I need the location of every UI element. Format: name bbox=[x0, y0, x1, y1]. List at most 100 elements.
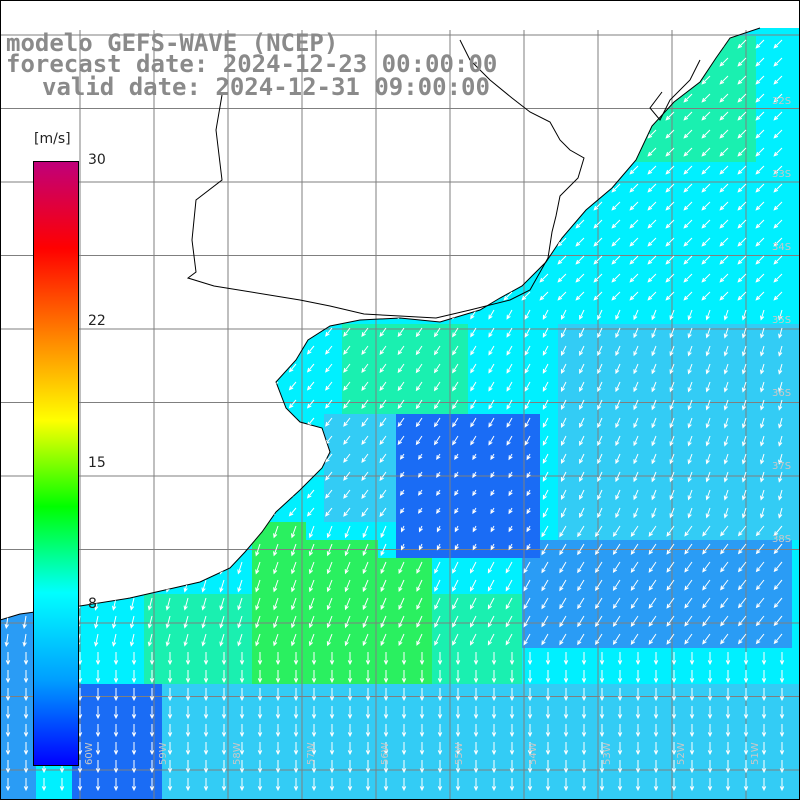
wind-arrow bbox=[523, 579, 531, 592]
wind-arrow bbox=[89, 507, 99, 516]
wind-arrow bbox=[179, 111, 189, 121]
wind-arrow bbox=[615, 363, 621, 375]
wind-arrow bbox=[347, 724, 353, 738]
wind-arrow bbox=[702, 633, 711, 645]
wind-arrow bbox=[491, 760, 497, 774]
wind-arrow bbox=[233, 111, 243, 121]
wind-arrow bbox=[288, 381, 297, 391]
wind-arrow bbox=[737, 93, 747, 103]
wind-arrow bbox=[288, 453, 297, 463]
wind-arrow bbox=[107, 309, 117, 318]
wind-arrow bbox=[581, 706, 587, 720]
wind-arrow bbox=[635, 742, 641, 756]
wind-arrow bbox=[669, 327, 675, 339]
wind-arrow bbox=[737, 165, 747, 175]
wind-arrow bbox=[257, 778, 263, 792]
wind-arrow bbox=[203, 670, 209, 684]
wind-arrow bbox=[629, 291, 639, 301]
wind-arrow bbox=[165, 633, 171, 647]
wind-arrow bbox=[401, 706, 407, 720]
wind-arrow bbox=[131, 652, 137, 666]
wind-arrow bbox=[180, 381, 189, 390]
wind-arrow bbox=[434, 615, 441, 628]
wind-arrow bbox=[684, 543, 693, 555]
wind-arrow bbox=[671, 724, 677, 738]
wind-arrow bbox=[234, 309, 243, 319]
wind-arrow bbox=[449, 237, 459, 247]
wind-arrow bbox=[107, 471, 117, 480]
wind-arrow bbox=[755, 561, 765, 573]
wind-arrow bbox=[737, 219, 747, 229]
wind-arrow bbox=[671, 706, 677, 720]
wind-arrow bbox=[221, 652, 227, 666]
wind-arrow bbox=[503, 237, 513, 247]
wind-arrow bbox=[597, 363, 603, 375]
wind-arrow bbox=[359, 255, 369, 265]
wind-arrow bbox=[705, 309, 711, 321]
wind-arrow bbox=[23, 706, 29, 720]
wind-arrow bbox=[773, 75, 783, 85]
wind-arrow bbox=[131, 760, 137, 774]
wind-arrow bbox=[611, 129, 621, 139]
wind-arrow bbox=[743, 670, 749, 684]
wind-arrow bbox=[671, 742, 677, 756]
wind-arrow bbox=[560, 435, 567, 446]
wind-arrow bbox=[198, 363, 207, 372]
wind-arrow bbox=[449, 291, 459, 301]
wind-arrow bbox=[467, 237, 477, 247]
wind-arrow bbox=[648, 579, 657, 591]
wind-arrow bbox=[615, 417, 621, 429]
wind-arrow bbox=[647, 183, 657, 193]
wind-arrow bbox=[326, 615, 333, 629]
wind-arrow bbox=[0, 237, 9, 247]
wind-arrow bbox=[143, 309, 153, 318]
wind-arrow bbox=[5, 670, 11, 684]
wind-arrow bbox=[505, 561, 513, 574]
wind-arrow bbox=[180, 417, 189, 426]
wind-arrow bbox=[579, 327, 585, 339]
wind-arrow bbox=[651, 363, 657, 375]
wind-arrow bbox=[418, 453, 423, 460]
wind-arrow bbox=[125, 363, 135, 372]
wind-arrow bbox=[361, 435, 369, 445]
wind-arrow bbox=[143, 255, 153, 265]
wind-arrow bbox=[167, 724, 173, 738]
wind-arrow bbox=[125, 111, 135, 121]
wind-arrow bbox=[216, 435, 225, 445]
wind-arrow bbox=[239, 724, 245, 738]
wind-arrow bbox=[557, 273, 567, 283]
wind-arrow bbox=[125, 219, 135, 229]
wind-arrow bbox=[183, 525, 189, 539]
wind-arrow bbox=[737, 255, 747, 265]
wind-arrow bbox=[490, 543, 495, 551]
wind-arrow bbox=[559, 579, 567, 592]
wind-arrow bbox=[630, 543, 639, 555]
wind-arrow bbox=[575, 57, 585, 67]
wind-arrow bbox=[653, 724, 659, 738]
wind-arrow bbox=[689, 688, 695, 702]
wind-arrow bbox=[773, 111, 783, 121]
wind-arrow bbox=[449, 183, 459, 193]
wind-arrow bbox=[741, 381, 747, 393]
wind-arrow bbox=[490, 471, 495, 479]
wind-arrow bbox=[347, 652, 353, 666]
wind-arrow bbox=[179, 201, 189, 211]
wind-arrow bbox=[293, 742, 299, 756]
wind-arrow bbox=[401, 760, 407, 774]
wind-arrow bbox=[17, 165, 27, 175]
wind-arrow bbox=[705, 507, 711, 519]
wind-arrow bbox=[239, 760, 245, 774]
wind-arrow bbox=[665, 183, 675, 193]
wind-arrow bbox=[539, 129, 549, 139]
wind-arrow bbox=[629, 201, 639, 211]
wind-arrow bbox=[629, 75, 639, 85]
wind-arrow bbox=[308, 597, 315, 611]
wind-arrow bbox=[485, 255, 495, 265]
wind-arrow bbox=[761, 742, 767, 756]
wind-arrow bbox=[237, 633, 243, 647]
wind-arrow bbox=[0, 345, 9, 353]
wind-arrow bbox=[17, 237, 27, 247]
wind-arrow bbox=[293, 652, 299, 666]
wind-arrow bbox=[560, 327, 567, 338]
wind-arrow bbox=[161, 237, 171, 247]
